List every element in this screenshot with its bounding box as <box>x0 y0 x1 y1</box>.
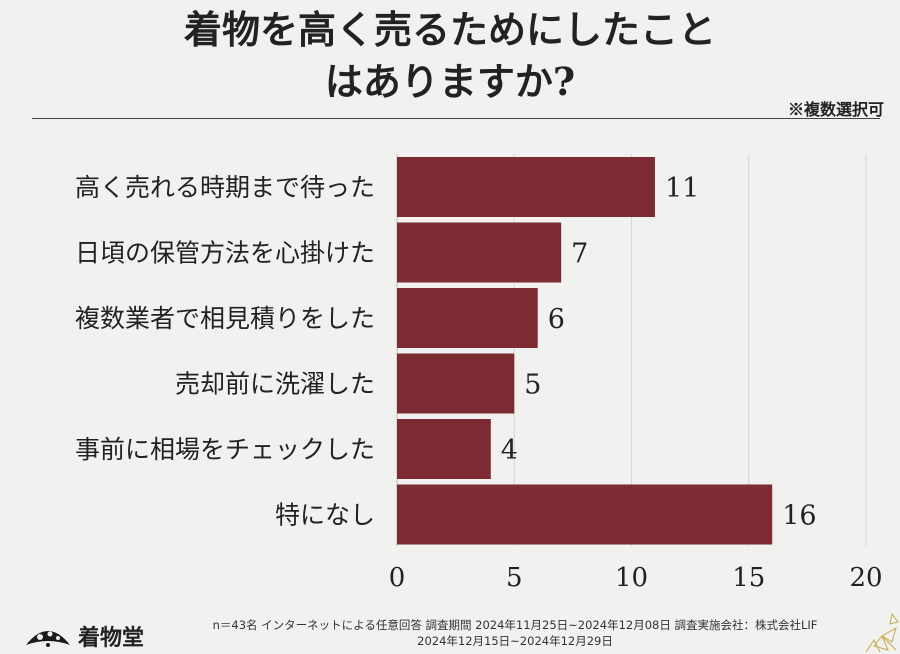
bar-4 <box>397 419 491 479</box>
value-label-3: 5 <box>524 370 541 401</box>
x-tick-label-1: 5 <box>506 563 523 593</box>
value-label-4: 4 <box>501 435 518 466</box>
fan-icon <box>26 631 70 647</box>
value-label-1: 7 <box>571 239 588 270</box>
value-label-5: 16 <box>782 501 816 532</box>
value-label-2: 6 <box>548 304 565 335</box>
chart-title-line2: はありますか? <box>324 59 576 104</box>
multiple-choice-note: ※複数選択可 <box>787 100 884 119</box>
brand-name: 着物堂 <box>78 625 145 651</box>
chart-title: 着物を高く売るためにしたこと はありますか? <box>0 4 900 108</box>
value-label-0: 11 <box>665 173 699 204</box>
bar-3 <box>397 353 515 414</box>
bar-2 <box>397 288 538 348</box>
x-tick-label-2: 10 <box>615 563 648 593</box>
flower-pattern-icon <box>865 612 899 653</box>
survey-footnote-line1: n＝43名 インターネットによる任意回答 調査期間 2024年11月25日~20… <box>212 618 818 632</box>
title-divider <box>32 118 880 119</box>
category-label-2: 複数業者で相見積りをした <box>75 304 375 333</box>
x-tick-label-4: 20 <box>849 563 882 593</box>
brand-logo: 着物堂 <box>22 620 144 652</box>
category-label-0: 高く売れる時期まで待った <box>75 173 375 202</box>
category-label-1: 日頃の保管方法を心掛けた <box>75 239 375 268</box>
survey-footnote: n＝43名 インターネットによる任意回答 調査期間 2024年11月25日~20… <box>170 617 860 649</box>
survey-footnote-line2: 2024年12月15日~2024年12月29日 <box>417 634 613 648</box>
bar-chart: 高く売れる時期まで待った 11 日頃の保管方法を心掛けた 7 複数業者で相見積りをした 6… <box>75 154 883 593</box>
category-label-5: 特になし <box>275 501 375 530</box>
category-label-4: 事前に相場をチェックした <box>75 435 375 464</box>
category-label-3: 売却前に洗濯した <box>175 370 375 399</box>
x-tick-label-3: 15 <box>732 563 765 593</box>
bar-1 <box>397 222 562 283</box>
bar-5 <box>397 484 773 545</box>
bar-0 <box>397 157 655 217</box>
x-tick-label-0: 0 <box>389 563 406 593</box>
chart-title-line1: 着物を高く売るためにしたこと <box>183 7 716 52</box>
